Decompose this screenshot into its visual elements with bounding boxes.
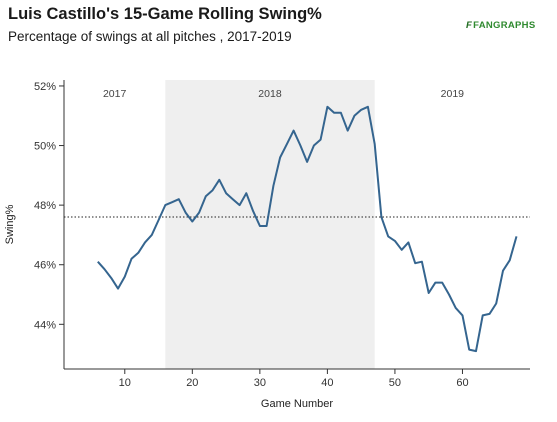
- period-label-2019: 2019: [441, 88, 465, 100]
- x-tick-label: 10: [119, 377, 131, 389]
- period-shading: [165, 80, 375, 369]
- x-tick-label: 30: [254, 377, 266, 389]
- chart-subtitle: Percentage of swings at all pitches , 20…: [8, 29, 292, 44]
- logo-mark: F: [466, 20, 473, 31]
- x-axis-title: Game Number: [261, 398, 333, 410]
- y-tick-label: 50%: [34, 141, 56, 153]
- x-tick-label: 60: [456, 377, 468, 389]
- period-label-2018: 2018: [258, 88, 282, 100]
- x-tick-label: 40: [321, 377, 333, 389]
- y-tick-label: 44%: [34, 319, 56, 331]
- swing-rate-line: [97, 105, 518, 353]
- period-labels: 2017 2018 2019: [103, 88, 464, 100]
- period-label-2017: 2017: [103, 88, 127, 100]
- shaded-period-2018: [165, 80, 375, 369]
- chart-title: Luis Castillo's 15-Game Rolling Swing%: [8, 5, 322, 23]
- y-tick-label: 52%: [34, 81, 56, 93]
- y-tick-label: 46%: [34, 260, 56, 272]
- axis-ticks: 44% 46% 48% 50% 52% 10 20 30 40 50 60: [34, 81, 469, 389]
- x-tick-label: 20: [186, 377, 198, 389]
- logo-text: FANGRAPHS: [473, 20, 536, 31]
- x-tick-label: 50: [389, 377, 401, 389]
- fangraphs-logo: FFANGRAPHS: [466, 20, 535, 31]
- y-axis-title: Swing%: [4, 204, 16, 244]
- y-tick-label: 48%: [34, 200, 56, 212]
